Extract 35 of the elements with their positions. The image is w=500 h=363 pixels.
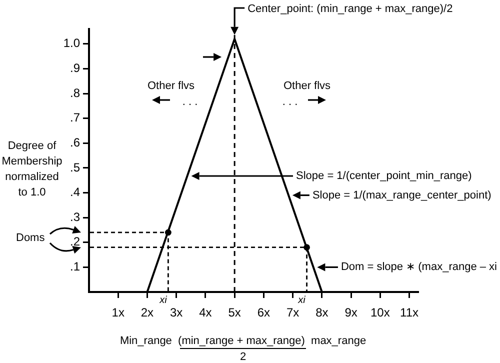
annotation: . . . (182, 96, 198, 108)
y-tick-label: .1 (70, 260, 80, 274)
x-tick-label: 5x (228, 306, 241, 320)
x-tick-label: 3x (170, 306, 183, 320)
annotation: Slope = 1/(center_point_min_range) (296, 170, 472, 182)
y-tick-label: .9 (70, 61, 80, 76)
y-tick-label: .6 (70, 135, 80, 150)
annotation: Center_point: (min_range + max_range)/2 (248, 3, 453, 16)
annotation: Other flvs (283, 80, 332, 92)
x-tick-label: 1x (112, 306, 124, 320)
y-tick-label: .3 (70, 210, 80, 224)
annotation: Slope = 1/(max_range_center_point) (312, 189, 492, 202)
x-tick-label: 2x (140, 306, 154, 320)
y-tick-label: .2 (70, 234, 80, 249)
annotation: . . . (282, 96, 298, 108)
x-tick-label: 4x (199, 306, 212, 320)
x-axis-title: Min_range (min_range + max_range) max_range (120, 335, 366, 348)
text: xi (158, 294, 168, 306)
x-tick-label: 11x (400, 306, 418, 320)
annotation: Dom = slope ∗ (max_range – xi (340, 261, 498, 274)
y-tick-label: .4 (70, 185, 80, 200)
x-tick-label: 6x (257, 306, 270, 320)
y-tick-label: .8 (70, 86, 80, 100)
text: xi (297, 294, 306, 306)
y-tick-label: .5 (70, 160, 80, 174)
y-tick-label: 1.0 (63, 36, 80, 50)
x-tick-label: 9x (344, 306, 358, 320)
y-axis-title: Degree of Membership normalized to 1.0 (2, 140, 62, 199)
text: 2 (240, 351, 246, 363)
text: Doms (16, 232, 46, 244)
x-tick-label: 10x (370, 306, 390, 320)
y-tick-label: .7 (70, 110, 80, 125)
x-tick-label: 7x (286, 306, 300, 320)
annotation: Other flvs (147, 80, 196, 92)
x-tick-label: 8x (316, 306, 328, 320)
